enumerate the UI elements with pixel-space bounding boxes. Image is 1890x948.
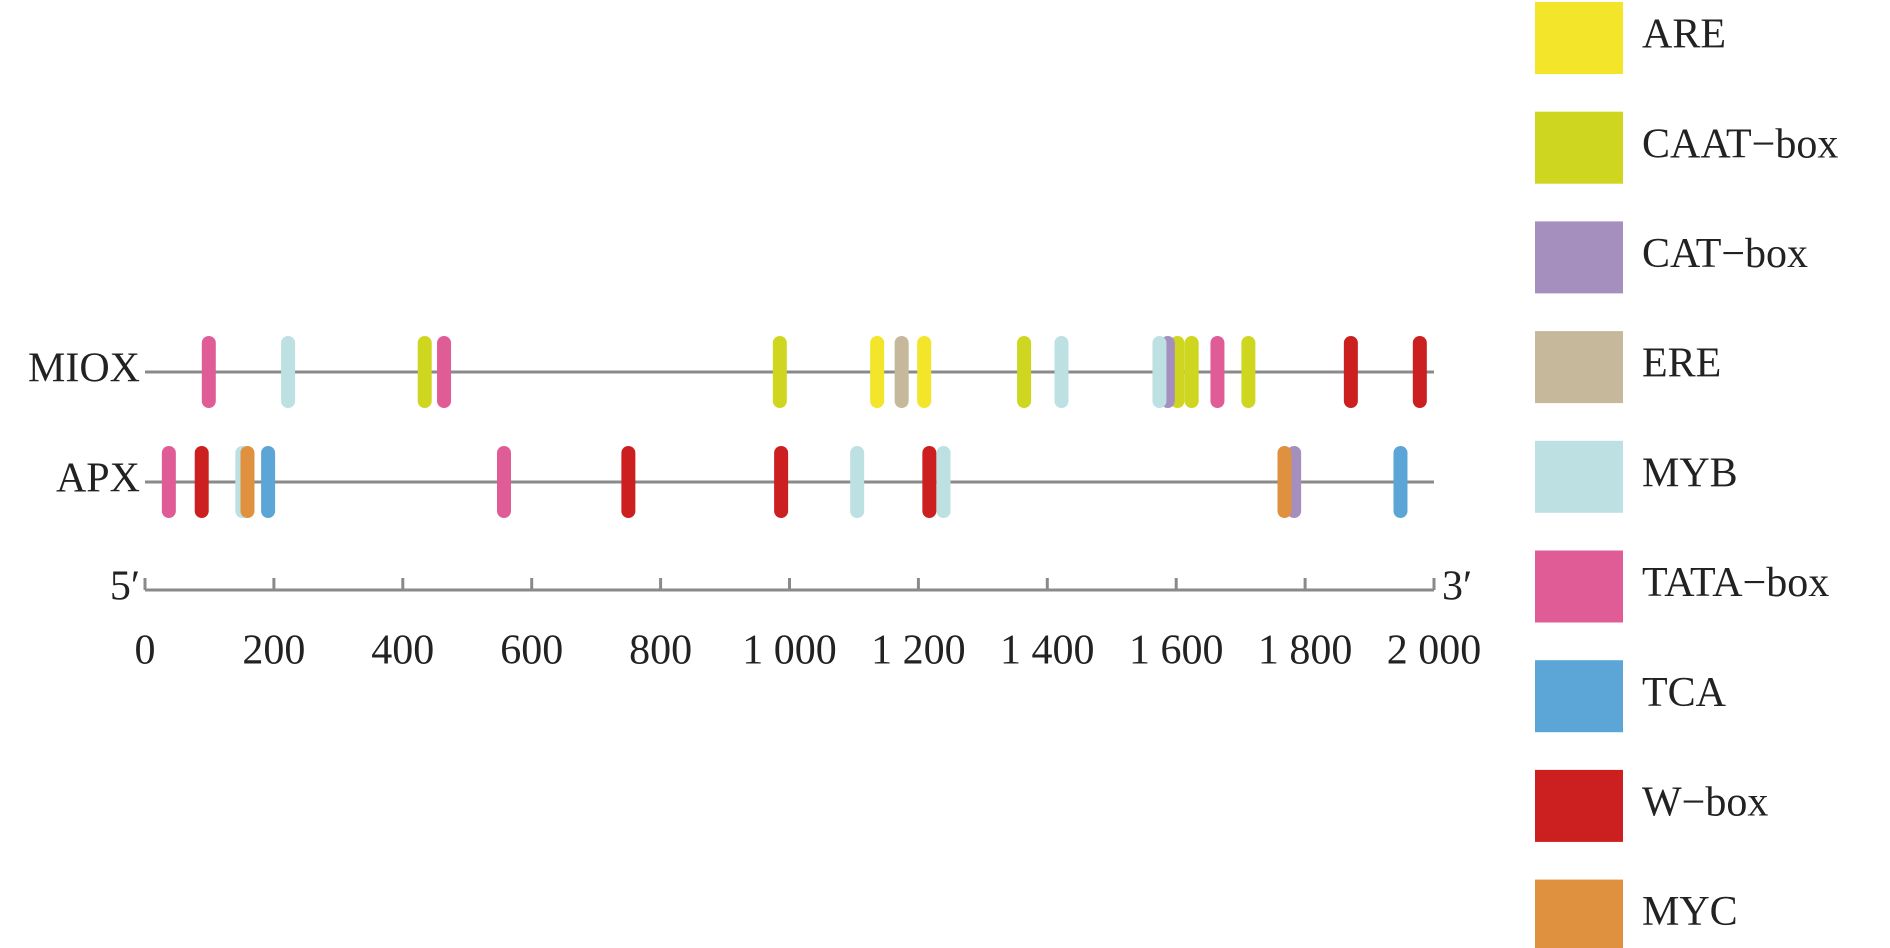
element-mark [1393,446,1408,518]
x-tick-label: 800 [629,628,692,674]
element-mark [1054,336,1069,408]
x-tick-label: 1 800 [1258,628,1353,674]
legend-swatch [1535,879,1623,948]
element-mark [621,446,636,518]
element-mark [496,446,511,518]
element-mark [870,336,885,408]
legend-swatch [1535,769,1623,842]
legend-swatch [1535,331,1623,404]
x-tick-label: 600 [500,628,563,674]
element-mark [774,446,789,518]
element-mark [1343,336,1358,408]
element-mark [1210,336,1225,408]
element-mark [1184,336,1199,408]
legend-swatch [1535,221,1623,294]
legend-label: ERE [1642,341,1721,387]
element-mark [201,336,216,408]
legend-label: ARE [1642,12,1726,58]
element-mark [1241,336,1256,408]
legend-label: CAT−box [1642,231,1808,277]
legend-label: TCA [1642,670,1727,716]
element-mark [194,446,209,518]
legend-label: W−box [1642,780,1768,826]
five-prime-label: 5′ [110,564,140,610]
legend-swatch [1535,660,1623,733]
x-tick-label: 0 [135,628,156,674]
element-mark [261,446,276,518]
element-mark [772,336,787,408]
element-mark [894,336,909,408]
legend-label: TATA−box [1642,560,1829,606]
x-tick-label: 1 600 [1129,628,1224,674]
legend-label: MYB [1642,450,1738,496]
x-tick-label: 400 [371,628,434,674]
element-mark [281,336,296,408]
x-tick-label: 1 000 [742,628,837,674]
element-mark [1277,446,1292,518]
x-tick-label: 1 400 [1000,628,1095,674]
x-tick-label: 1 200 [871,628,966,674]
element-mark [1412,336,1427,408]
gene-label: MIOX [28,346,140,392]
legend-swatch [1535,2,1623,74]
legend-label: MYC [1642,889,1738,935]
element-mark [240,446,255,518]
element-mark [850,446,865,518]
legend-swatch [1535,111,1623,184]
legend-swatch [1535,440,1623,513]
element-mark [917,336,932,408]
element-mark [161,446,176,518]
gene-label: APX [56,456,140,502]
element-mark [437,336,452,408]
element-mark [1152,336,1167,408]
legend-label: CAAT−box [1642,121,1838,167]
element-mark [1017,336,1032,408]
legend-swatch [1535,550,1623,623]
x-tick-label: 2 000 [1387,628,1482,674]
x-tick-label: 200 [242,628,305,674]
element-mark [922,446,937,518]
three-prime-label: 3′ [1442,564,1472,610]
element-mark [417,336,432,408]
element-mark [936,446,951,518]
